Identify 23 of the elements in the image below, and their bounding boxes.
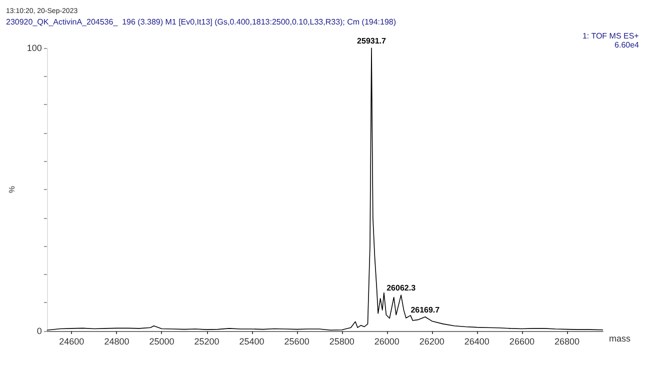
x-tick-label: 26600 bbox=[509, 336, 534, 346]
x-tick-label: 24600 bbox=[59, 336, 84, 346]
x-tick-label: 26800 bbox=[554, 336, 580, 346]
text: 1: TOF MS ES+ bbox=[582, 32, 640, 40]
annotation: 25931.7 bbox=[357, 36, 386, 46]
x-tick-label: 26000 bbox=[374, 336, 400, 346]
x-tick-label: 25800 bbox=[329, 336, 354, 346]
y-tick-label: 100 bbox=[26, 43, 42, 53]
x-tick-label: 25400 bbox=[239, 336, 264, 346]
x-tick-label: 25200 bbox=[194, 336, 220, 346]
y-tick-label: 0 bbox=[36, 326, 42, 336]
x-tick-label: 26200 bbox=[419, 336, 444, 346]
x-tick-label: 25000 bbox=[149, 336, 174, 346]
x-tick-label: 24800 bbox=[104, 336, 130, 346]
x-tick-label: 26400 bbox=[464, 336, 490, 346]
x-axis-title: mass bbox=[609, 334, 631, 344]
annotation: 26062.3 bbox=[386, 284, 416, 293]
text: 230920_QK_ActivinA_204536_ 196 (3.389) M1 [Ev0,It13] (Gs,0.400,1813:2500,0.10,L33,R33); Cm (194:198) bbox=[6, 18, 396, 26]
annotation: 26169.7 bbox=[410, 305, 440, 314]
x-tick-label: 25600 bbox=[284, 336, 310, 346]
y-axis-title: % bbox=[8, 186, 16, 194]
line-series bbox=[46, 48, 604, 331]
text: 6.60e4 bbox=[614, 40, 640, 50]
